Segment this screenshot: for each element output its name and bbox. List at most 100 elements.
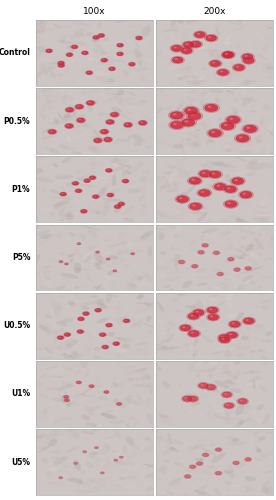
Ellipse shape: [58, 225, 62, 231]
Ellipse shape: [55, 197, 72, 200]
Ellipse shape: [127, 136, 132, 140]
Ellipse shape: [148, 330, 153, 333]
Ellipse shape: [166, 379, 175, 380]
Ellipse shape: [162, 48, 172, 55]
Ellipse shape: [223, 392, 226, 401]
Ellipse shape: [137, 434, 152, 438]
Ellipse shape: [177, 338, 186, 342]
Ellipse shape: [267, 258, 274, 268]
Ellipse shape: [45, 94, 51, 98]
Circle shape: [189, 464, 197, 469]
Circle shape: [240, 400, 243, 402]
Ellipse shape: [39, 237, 51, 246]
Ellipse shape: [46, 49, 60, 58]
Ellipse shape: [142, 271, 153, 282]
Ellipse shape: [125, 280, 137, 287]
Ellipse shape: [226, 437, 240, 440]
Ellipse shape: [198, 379, 206, 390]
Ellipse shape: [229, 86, 243, 92]
Ellipse shape: [54, 120, 59, 123]
Ellipse shape: [121, 308, 127, 312]
Ellipse shape: [46, 432, 52, 440]
Ellipse shape: [44, 347, 54, 354]
Ellipse shape: [184, 146, 192, 154]
Ellipse shape: [33, 348, 44, 351]
Circle shape: [190, 114, 194, 116]
Ellipse shape: [189, 121, 196, 125]
Ellipse shape: [163, 302, 173, 312]
Ellipse shape: [78, 396, 86, 402]
Ellipse shape: [235, 422, 243, 428]
Circle shape: [175, 195, 190, 203]
Ellipse shape: [194, 490, 211, 497]
Ellipse shape: [121, 185, 127, 188]
Circle shape: [206, 35, 216, 41]
Circle shape: [203, 454, 209, 456]
Ellipse shape: [124, 108, 137, 116]
Ellipse shape: [67, 204, 77, 208]
Ellipse shape: [73, 460, 81, 470]
Ellipse shape: [85, 255, 92, 262]
Ellipse shape: [207, 415, 213, 418]
Circle shape: [86, 100, 95, 105]
Ellipse shape: [107, 270, 114, 275]
Ellipse shape: [197, 208, 206, 220]
Ellipse shape: [252, 272, 271, 274]
Ellipse shape: [118, 337, 127, 342]
Ellipse shape: [226, 90, 235, 94]
Ellipse shape: [259, 198, 270, 206]
Ellipse shape: [233, 344, 241, 350]
Ellipse shape: [225, 108, 234, 113]
Circle shape: [173, 113, 177, 116]
Ellipse shape: [248, 160, 258, 165]
Ellipse shape: [113, 164, 120, 167]
Circle shape: [98, 34, 104, 37]
Ellipse shape: [177, 18, 184, 22]
Ellipse shape: [92, 38, 98, 42]
Ellipse shape: [246, 266, 263, 271]
Ellipse shape: [245, 150, 250, 153]
Ellipse shape: [125, 174, 136, 178]
Ellipse shape: [94, 346, 101, 351]
Ellipse shape: [81, 360, 88, 368]
Ellipse shape: [42, 128, 50, 133]
Ellipse shape: [84, 126, 92, 130]
Circle shape: [227, 116, 240, 124]
Ellipse shape: [109, 420, 125, 424]
Ellipse shape: [98, 424, 101, 428]
Ellipse shape: [53, 118, 60, 122]
Circle shape: [108, 66, 116, 71]
Ellipse shape: [247, 244, 254, 248]
Circle shape: [65, 107, 75, 112]
Ellipse shape: [190, 304, 198, 314]
Ellipse shape: [114, 204, 121, 214]
Ellipse shape: [105, 93, 124, 94]
Ellipse shape: [54, 226, 69, 229]
Ellipse shape: [241, 404, 250, 407]
Ellipse shape: [171, 246, 175, 251]
Circle shape: [105, 323, 113, 328]
Ellipse shape: [49, 439, 57, 446]
Circle shape: [89, 384, 95, 388]
Ellipse shape: [237, 346, 248, 350]
Ellipse shape: [240, 440, 249, 442]
Ellipse shape: [167, 384, 172, 387]
Ellipse shape: [101, 410, 113, 414]
Ellipse shape: [98, 396, 108, 400]
Circle shape: [93, 36, 99, 39]
Ellipse shape: [97, 390, 106, 394]
Circle shape: [213, 251, 219, 254]
Ellipse shape: [118, 300, 123, 308]
Ellipse shape: [184, 475, 195, 483]
Ellipse shape: [177, 77, 183, 80]
Ellipse shape: [237, 78, 245, 84]
Circle shape: [239, 136, 243, 138]
Circle shape: [219, 122, 236, 130]
Ellipse shape: [229, 325, 235, 335]
Ellipse shape: [197, 212, 207, 222]
Ellipse shape: [194, 328, 201, 332]
Ellipse shape: [116, 394, 131, 398]
Ellipse shape: [43, 271, 47, 275]
Ellipse shape: [216, 340, 223, 343]
Ellipse shape: [211, 352, 224, 354]
